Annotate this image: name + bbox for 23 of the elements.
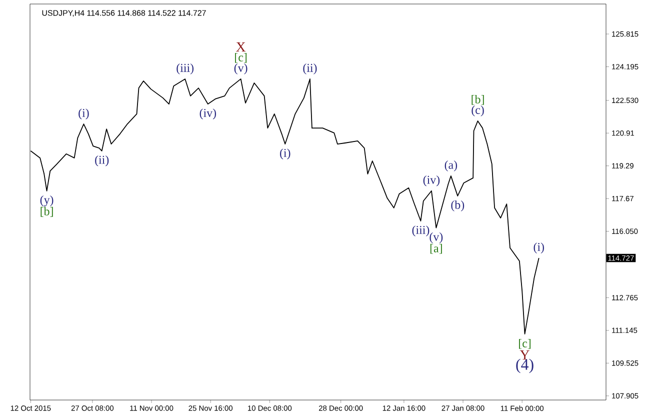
- annotation: (y): [40, 195, 54, 206]
- annotation: (i): [78, 108, 89, 120]
- annotation: [a]: [430, 244, 442, 254]
- annotation: (iii): [176, 64, 194, 74]
- annotation: (c): [472, 106, 484, 116]
- annotation: (v): [430, 232, 443, 244]
- annotation: (i): [280, 148, 290, 160]
- annotation: (4): [516, 358, 534, 374]
- annotation: (v): [234, 64, 248, 74]
- annotation: [c]: [235, 53, 247, 63]
- annotation: (iv): [423, 175, 440, 186]
- annotation: (iv): [200, 108, 216, 120]
- annotation: (ii): [95, 155, 109, 166]
- annotation: (iii): [412, 226, 430, 236]
- annotation: [b]: [472, 95, 484, 105]
- annotation: X: [236, 42, 246, 52]
- annotation: (i): [534, 242, 544, 254]
- annotation: [b]: [40, 206, 53, 217]
- annotation: (a): [444, 160, 458, 172]
- annotation: Y: [520, 350, 530, 360]
- annotation: [c]: [519, 338, 531, 349]
- annotation: (ii): [303, 64, 317, 74]
- annotation: (b): [451, 200, 464, 212]
